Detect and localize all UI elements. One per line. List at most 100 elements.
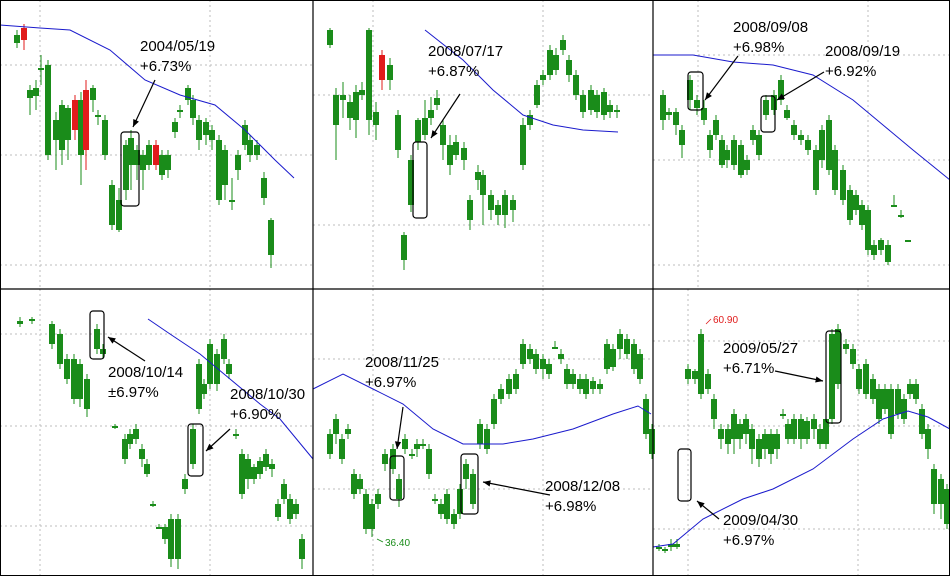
- panel-2: 2008/07/17 +6.87%: [313, 0, 653, 289]
- annotation-date: 2009/04/30: [723, 512, 798, 529]
- candle-down: [447, 145, 453, 165]
- candle-down: [159, 155, 165, 175]
- candle-down: [588, 90, 594, 110]
- candle-down: [617, 334, 623, 349]
- candle-down: [749, 429, 755, 449]
- candle-down: [495, 205, 501, 215]
- candle-down: [891, 205, 897, 207]
- highlight-box: [825, 330, 842, 424]
- candle-down: [649, 429, 655, 454]
- candle-down: [666, 112, 672, 115]
- annotation-change: +6.98%: [545, 498, 596, 515]
- highlight-box: [460, 453, 479, 515]
- candle-down: [475, 172, 481, 180]
- annotation-date: 2008/11/25: [365, 354, 439, 371]
- candle-down: [687, 80, 693, 100]
- candle-down: [477, 424, 483, 444]
- candle-down: [33, 88, 39, 96]
- candle-down: [214, 354, 220, 384]
- candle-down: [573, 75, 579, 95]
- candle-down: [27, 90, 33, 98]
- candle-down: [817, 429, 823, 444]
- arrow-head: [815, 376, 823, 383]
- candle-down: [440, 125, 446, 145]
- candle-down: [239, 454, 245, 494]
- candle-down: [711, 399, 717, 419]
- candle-down: [771, 95, 777, 110]
- candle-down: [95, 115, 101, 117]
- candle-down: [560, 40, 566, 50]
- candle-down: [798, 135, 804, 140]
- candle-down: [540, 75, 546, 80]
- candle-down: [498, 389, 504, 399]
- candle-down: [168, 519, 174, 559]
- candle-down: [77, 364, 83, 399]
- annotation-change: +6.98%: [733, 39, 784, 56]
- candle-down: [293, 504, 299, 514]
- arrow-head: [483, 480, 491, 487]
- highlight-box: [412, 141, 428, 219]
- candle-down: [701, 108, 707, 120]
- candle-down: [907, 384, 913, 394]
- candle-down: [931, 469, 937, 504]
- candle-down: [843, 344, 849, 349]
- candle-down: [263, 454, 269, 467]
- annotation-change: +6.92%: [825, 63, 876, 80]
- candle-down: [853, 195, 859, 210]
- annotation-change: ±6.97%: [108, 384, 159, 401]
- candle-down: [865, 210, 871, 250]
- candle-down: [570, 374, 576, 384]
- candle-down: [156, 527, 162, 529]
- candle-down: [840, 170, 846, 200]
- candle-down: [725, 429, 731, 444]
- annotation-change: +6.97%: [723, 532, 774, 549]
- candle-down: [768, 434, 774, 454]
- candle-down: [685, 369, 691, 379]
- candle-down: [527, 115, 533, 125]
- highlight-box: [389, 455, 405, 501]
- arrow-head: [206, 443, 214, 451]
- candle-down: [601, 92, 607, 115]
- candle-up: [21, 28, 27, 40]
- candle-down: [203, 122, 209, 135]
- candle-down: [438, 504, 444, 514]
- arrow-head: [108, 337, 116, 344]
- candle-down: [547, 50, 553, 75]
- candle-down: [49, 324, 55, 344]
- candle-down: [65, 108, 71, 140]
- candle-down: [457, 489, 463, 514]
- candle-down: [254, 145, 260, 155]
- candle-down: [878, 240, 884, 250]
- candle-down: [414, 444, 420, 449]
- annotation-arrow: [774, 370, 824, 382]
- candle-down: [251, 467, 257, 479]
- annotation-arrow: [430, 93, 461, 139]
- candle-down: [905, 240, 911, 242]
- candle-down: [566, 60, 572, 75]
- candle-down: [116, 200, 122, 230]
- candle-down: [871, 245, 877, 255]
- candle-down: [870, 379, 876, 399]
- candle-down: [109, 185, 115, 225]
- annotation-date: 2008/09/19: [825, 43, 900, 60]
- candle-down: [140, 155, 146, 170]
- candle-down: [540, 359, 546, 369]
- candle-down: [327, 434, 333, 454]
- candle-down: [885, 245, 891, 262]
- candle-down: [257, 461, 263, 474]
- arrow-head: [705, 92, 712, 100]
- candle-down: [127, 434, 133, 444]
- candle-down: [552, 347, 558, 349]
- moving-average-line: [0, 24, 295, 179]
- panel-3: 2008/09/08 +6.98% 2008/09/19 +6.92%: [653, 0, 950, 289]
- candle-down: [705, 374, 711, 389]
- annotation-change: +6.87%: [428, 63, 479, 80]
- candle-down: [275, 504, 281, 517]
- candle-down: [467, 200, 473, 220]
- candle-down: [513, 374, 519, 389]
- candle-down: [819, 130, 825, 160]
- candle-down: [919, 409, 925, 434]
- candle-down: [451, 514, 457, 524]
- annotation-date: 2008/12/08: [545, 478, 620, 495]
- candle-down: [395, 115, 401, 150]
